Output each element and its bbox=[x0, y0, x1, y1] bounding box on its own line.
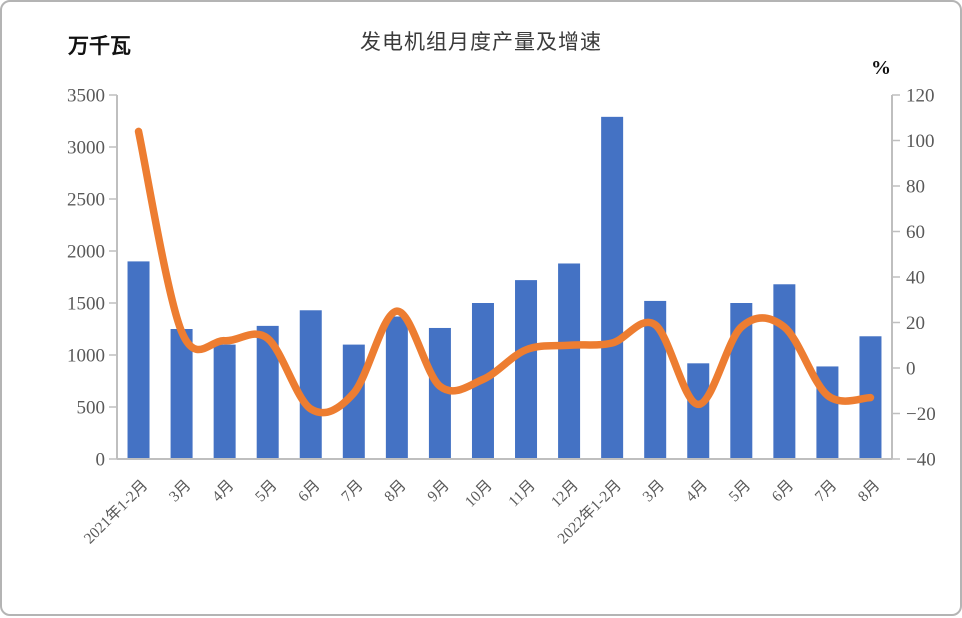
left-axis-unit-label: 万千瓦 bbox=[68, 34, 131, 58]
bar-2022年1-2月 bbox=[601, 116, 624, 459]
left-axis-tick-label: 500 bbox=[77, 398, 106, 419]
bar-3月 bbox=[170, 329, 193, 459]
right-axis-tick-label: 80 bbox=[906, 177, 925, 198]
left-axis-tick-label: 0 bbox=[96, 450, 106, 471]
bar-6月 bbox=[299, 310, 322, 459]
bar-2021年1-2月 bbox=[127, 261, 150, 459]
left-axis-tick-label: 3000 bbox=[67, 138, 105, 159]
left-axis-tick-label: 1000 bbox=[67, 346, 105, 367]
bar-12月 bbox=[558, 263, 581, 459]
x-axis-label-7月: 7月 bbox=[338, 477, 366, 505]
x-axis-label-8月: 8月 bbox=[855, 477, 883, 505]
x-axis-label-7月: 7月 bbox=[812, 477, 840, 505]
x-axis-label-4月: 4月 bbox=[209, 477, 237, 505]
x-axis-label-5月: 5月 bbox=[252, 477, 280, 505]
x-axis-label-12月: 12月 bbox=[548, 477, 582, 511]
x-axis-label-6月: 6月 bbox=[769, 477, 797, 505]
bar-7月 bbox=[342, 344, 365, 459]
left-axis-tick-label: 2000 bbox=[67, 242, 105, 263]
x-axis-label-3月: 3月 bbox=[640, 477, 668, 505]
right-axis-unit-label: % bbox=[871, 57, 891, 79]
left-axis-tick-label: 1500 bbox=[67, 294, 105, 315]
x-axis-label-8月: 8月 bbox=[381, 477, 409, 505]
bar-4月 bbox=[687, 363, 710, 459]
right-axis-tick-label: 60 bbox=[906, 222, 925, 243]
chart-title: 发电机组月度产量及增速 bbox=[360, 30, 602, 54]
right-axis-tick-label: 40 bbox=[906, 268, 925, 289]
x-axis-label-2021年1-2月: 2021年1-2月 bbox=[80, 476, 151, 547]
right-axis-tick-label: 120 bbox=[906, 86, 935, 107]
x-axis-label-6月: 6月 bbox=[295, 477, 323, 505]
right-axis-tick-label: 0 bbox=[906, 359, 916, 380]
bar-11月 bbox=[515, 280, 538, 459]
right-axis-tick-label: −20 bbox=[906, 404, 936, 425]
bar-6月 bbox=[773, 284, 796, 459]
bar-9月 bbox=[428, 327, 451, 459]
right-axis-tick-label: 20 bbox=[906, 313, 925, 334]
left-axis-tick-label: 2500 bbox=[67, 190, 105, 211]
right-axis-tick-label: 100 bbox=[906, 131, 935, 152]
x-axis-label-9月: 9月 bbox=[424, 477, 452, 505]
left-axis-tick-label: 3500 bbox=[67, 86, 105, 107]
x-axis-label-5月: 5月 bbox=[726, 477, 754, 505]
x-axis-label-3月: 3月 bbox=[166, 477, 194, 505]
x-axis-label-4月: 4月 bbox=[683, 477, 711, 505]
growth-line bbox=[134, 127, 875, 417]
bar-3月 bbox=[644, 300, 667, 459]
x-axis-label-11月: 11月 bbox=[505, 477, 539, 511]
x-axis-label-10月: 10月 bbox=[462, 477, 496, 511]
bar-8月 bbox=[385, 316, 408, 459]
right-axis-tick-label: −40 bbox=[906, 450, 936, 471]
bar-4月 bbox=[213, 344, 236, 459]
bar-5月 bbox=[256, 325, 279, 459]
